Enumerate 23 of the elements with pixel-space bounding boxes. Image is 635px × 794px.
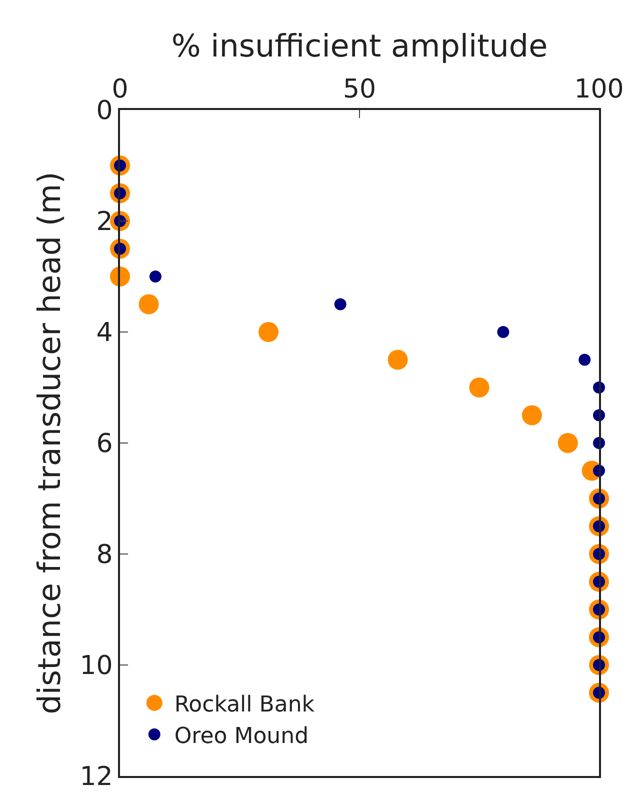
point [334, 298, 346, 310]
y-tick-label: 2 [96, 207, 113, 238]
point [388, 350, 408, 370]
point [522, 405, 542, 426]
legend-label: Rockall Bank [174, 692, 315, 718]
y-tick-label: 0 [96, 96, 113, 126]
point [138, 294, 159, 314]
point [578, 354, 591, 366]
point [469, 378, 490, 398]
y-tick-label: 12 [80, 762, 113, 792]
point [558, 433, 578, 453]
x-axis-title: % insufficient amplitude [171, 28, 548, 65]
point [258, 322, 278, 342]
legend-label: Oreo Mound [174, 724, 309, 749]
y-axis-title: distance from transducer head (m) [32, 172, 68, 714]
y-tick-label: 6 [96, 429, 113, 460]
point [497, 326, 510, 338]
y-tick-label: 8 [96, 540, 113, 570]
y-tick-label: 10 [80, 651, 113, 682]
y-tick-label: 4 [96, 318, 113, 348]
x-tick-label: 100 [574, 74, 624, 105]
x-tick-label: 50 [342, 74, 376, 105]
point [149, 270, 162, 282]
